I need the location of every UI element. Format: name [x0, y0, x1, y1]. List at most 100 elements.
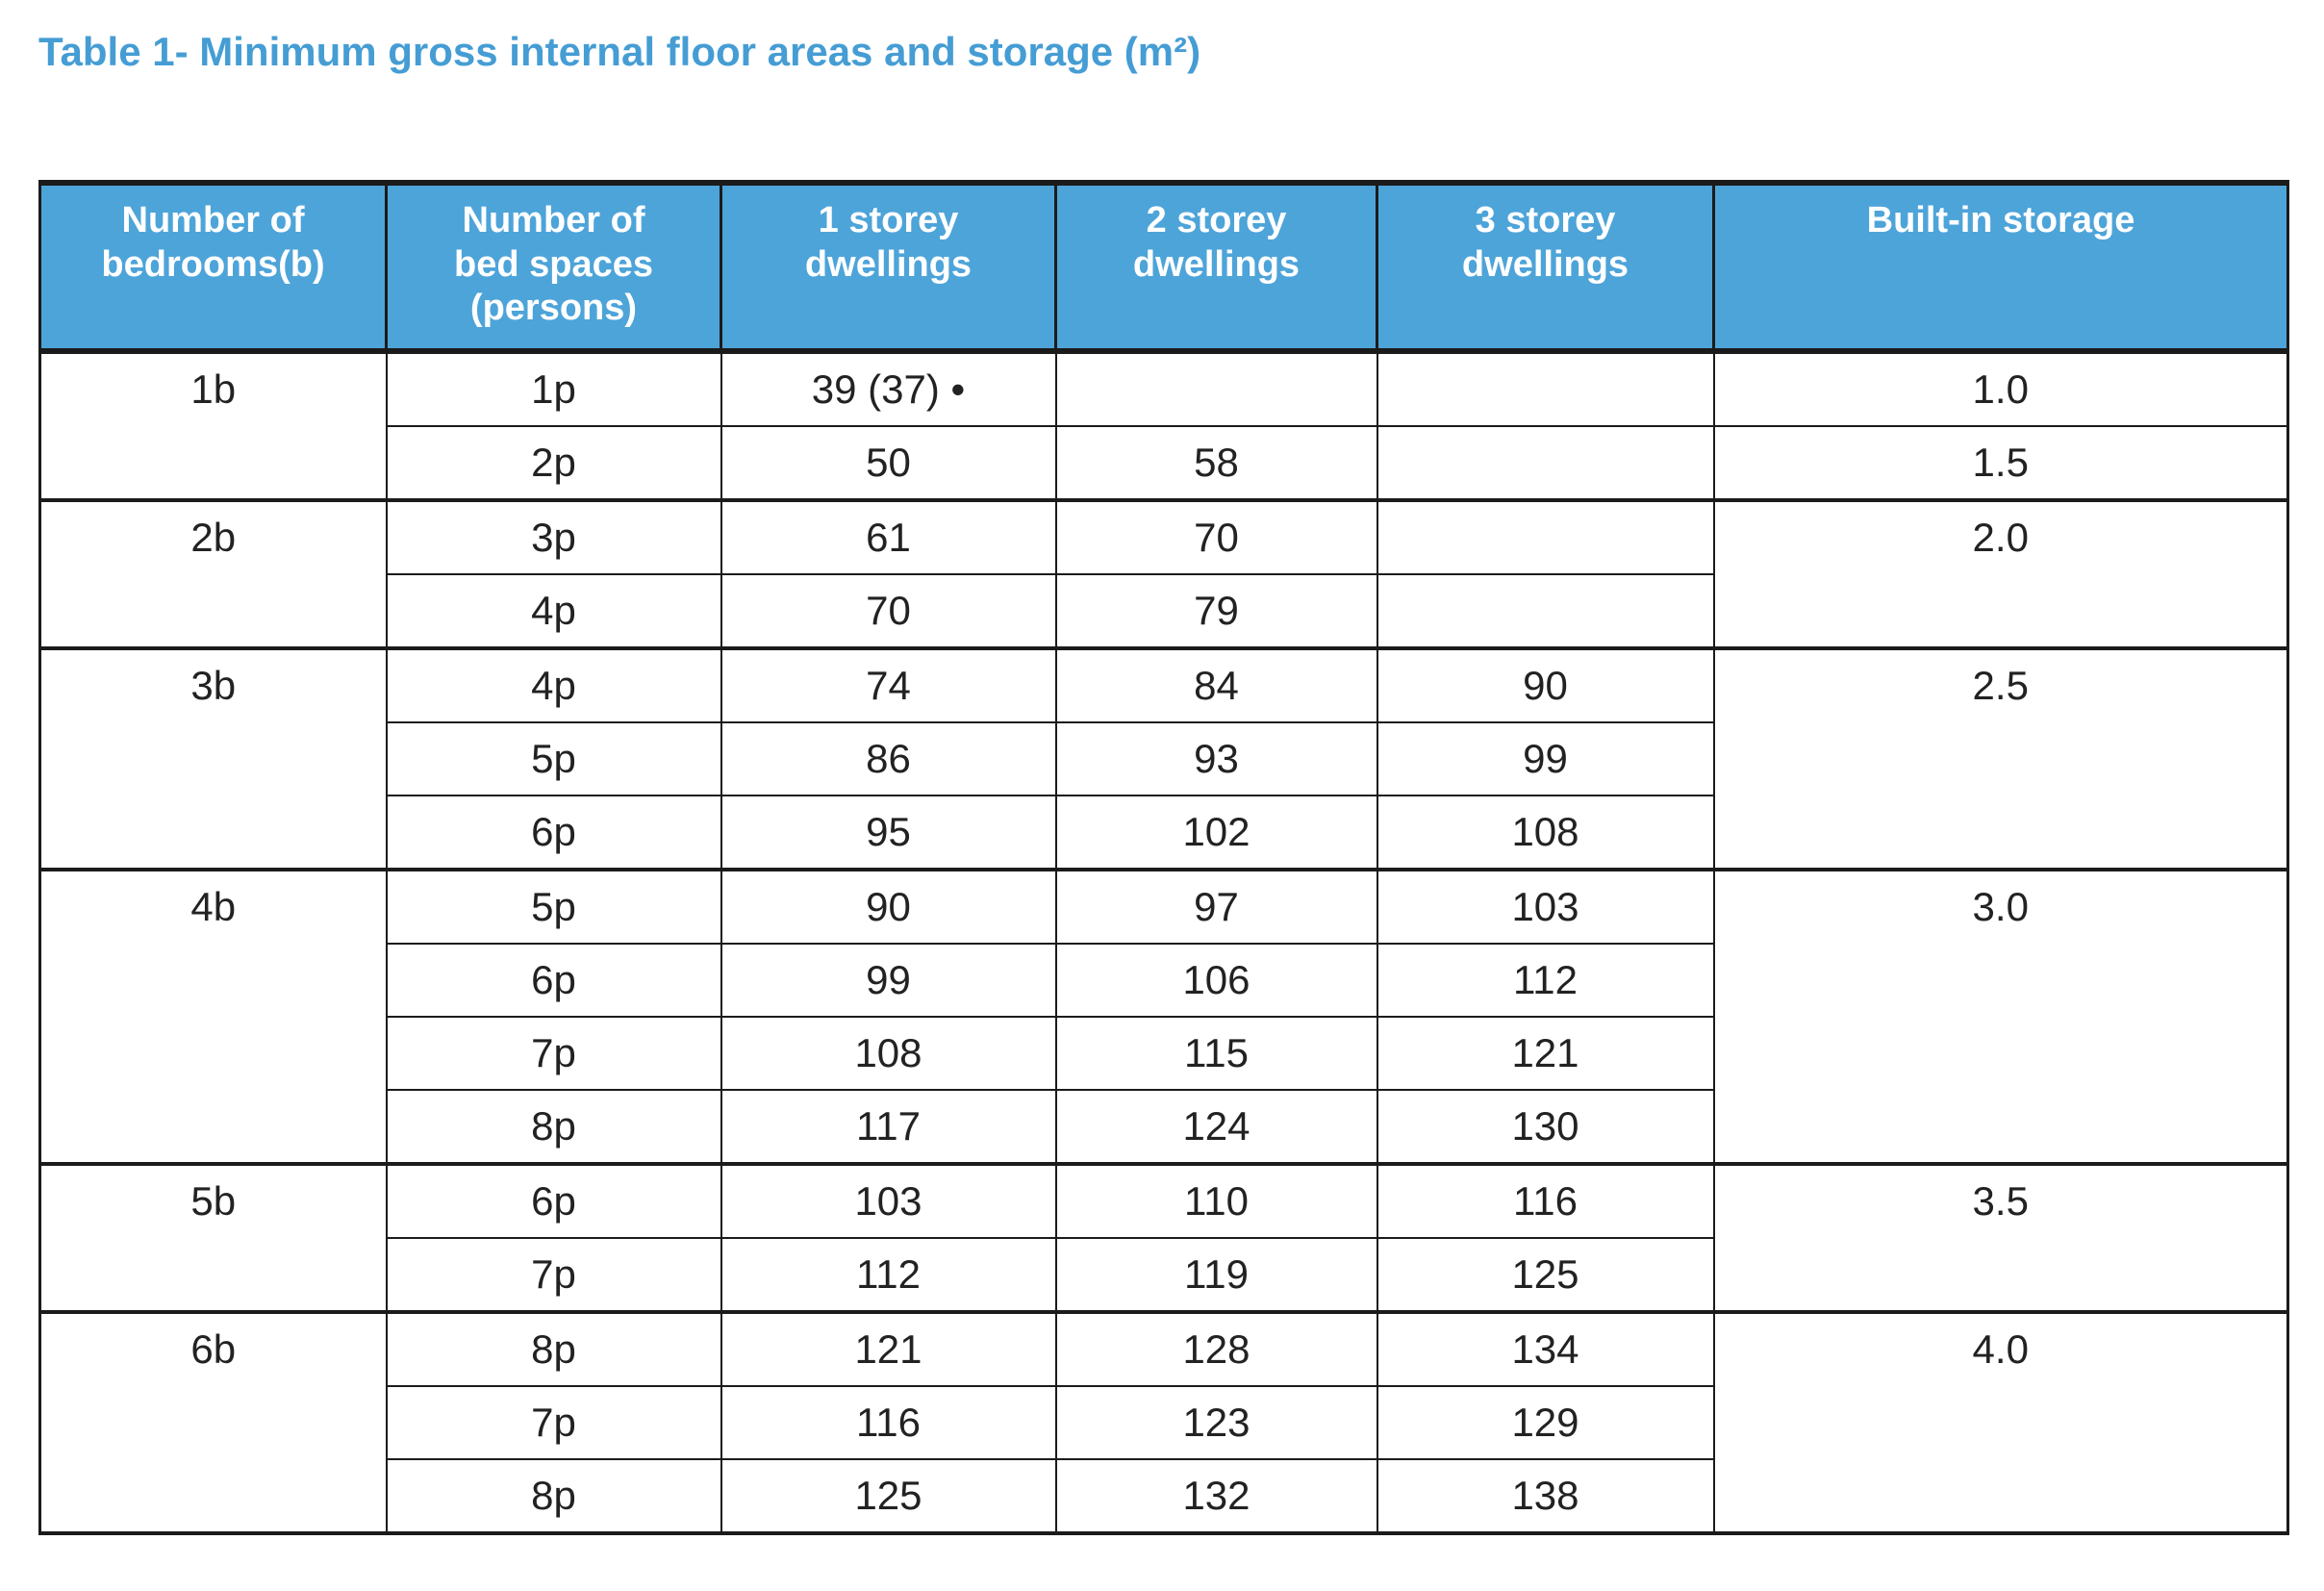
- cell-2-storey: 58: [1054, 425, 1378, 501]
- cell-3-storey: 121: [1376, 1016, 1715, 1091]
- cell-bed-spaces: 5p: [385, 868, 722, 945]
- cell-2-storey: 79: [1054, 573, 1378, 649]
- cell-2-storey: 97: [1054, 868, 1378, 945]
- table-title: Table 1- Minimum gross internal floor ar…: [38, 29, 1201, 74]
- cell-bed-spaces: 4p: [385, 573, 722, 649]
- cell-2-storey: [1054, 350, 1378, 427]
- cell-storage: 1.5: [1712, 425, 2289, 501]
- cell-bed-spaces: 5p: [385, 721, 722, 796]
- cell-1-storey: 95: [720, 795, 1057, 871]
- table-row: 6p 99 106 112: [40, 943, 2288, 1018]
- cell-2-storey: 128: [1054, 1310, 1378, 1387]
- table-row: 3b 4p 74 84 90 2.5: [38, 646, 2289, 871]
- cell-1-storey: 112: [720, 1237, 1057, 1313]
- cell-1-storey: 117: [720, 1089, 1057, 1165]
- cell-3-storey: 108: [1376, 795, 1715, 871]
- table-row: 8p 125 132 138: [40, 1458, 2288, 1534]
- table-row: 6b 8p 121 128 134 4.0: [38, 1310, 2289, 1534]
- cell-bed-spaces: 7p: [385, 1385, 722, 1460]
- cell-3-storey: [1376, 498, 1715, 575]
- cell-bedrooms: 1b: [38, 350, 388, 501]
- cell-2-storey: 84: [1054, 646, 1378, 723]
- cell-2-storey: 102: [1054, 795, 1378, 871]
- cell-1-storey: 61: [720, 498, 1057, 575]
- header-3-storey-dwellings: 3 storey dwellings: [1376, 180, 1715, 354]
- table-row: 5p 86 93 99: [40, 721, 2288, 796]
- cell-3-storey: [1376, 573, 1715, 649]
- cell-storage: 3.5: [1712, 1162, 2289, 1313]
- cell-storage: 2.5: [1712, 646, 2289, 871]
- cell-2-storey: 106: [1054, 943, 1378, 1018]
- cell-3-storey: 116: [1376, 1162, 1715, 1239]
- cell-2-storey: 132: [1054, 1458, 1378, 1534]
- cell-storage: 4.0: [1712, 1310, 2289, 1534]
- header-row: Number of bedrooms(b) Number of bed spac…: [38, 180, 2289, 354]
- cell-1-storey: 86: [720, 721, 1057, 796]
- cell-bedrooms: 5b: [38, 1162, 388, 1313]
- header-1-storey-dwellings: 1 storey dwellings: [720, 180, 1057, 354]
- cell-1-storey: 74: [720, 646, 1057, 723]
- cell-1-storey: 116: [720, 1385, 1057, 1460]
- table-row: 1b 1p 39 (37) • 1.0: [38, 350, 2289, 501]
- cell-3-storey: 130: [1376, 1089, 1715, 1165]
- cell-bed-spaces: 4p: [385, 646, 722, 723]
- table-row: 6p 95 102 108: [40, 795, 2288, 871]
- cell-bed-spaces: 8p: [385, 1458, 722, 1534]
- cell-3-storey: 90: [1376, 646, 1715, 723]
- cell-2-storey: 93: [1054, 721, 1378, 796]
- table-row: 8p 117 124 130: [40, 1089, 2288, 1165]
- cell-3-storey: 112: [1376, 943, 1715, 1018]
- cell-bedrooms: 3b: [38, 646, 388, 871]
- cell-bedrooms: 6b: [38, 1310, 388, 1534]
- table-row: 4p 70 79: [40, 573, 2288, 649]
- cell-bed-spaces: 1p: [385, 350, 722, 427]
- cell-1-storey: 103: [720, 1162, 1057, 1239]
- cell-3-storey: 134: [1376, 1310, 1715, 1387]
- cell-1-storey: 70: [720, 573, 1057, 649]
- cell-3-storey: 99: [1376, 721, 1715, 796]
- cell-3-storey: 103: [1376, 868, 1715, 945]
- table-row: 7p 116 123 129: [40, 1385, 2288, 1460]
- cell-1-storey: 39 (37) •: [720, 350, 1057, 427]
- cell-1-storey: 50: [720, 425, 1057, 501]
- cell-bed-spaces: 6p: [385, 1162, 722, 1239]
- header-2-storey-dwellings: 2 storey dwellings: [1054, 180, 1378, 354]
- cell-storage: 3.0: [1712, 868, 2289, 1165]
- cell-bedrooms: 2b: [38, 498, 388, 649]
- table-row: 2p 50 58 1.5: [40, 425, 2289, 501]
- table-row: 7p 112 119 125: [40, 1237, 2288, 1313]
- cell-3-storey: 138: [1376, 1458, 1715, 1534]
- header-bed-spaces: Number of bed spaces (persons): [385, 180, 722, 354]
- cell-bed-spaces: 8p: [385, 1089, 722, 1165]
- cell-2-storey: 110: [1054, 1162, 1378, 1239]
- table-row: 7p 108 115 121: [40, 1016, 2288, 1091]
- table-row: 5b 6p 103 110 116 3.5: [38, 1162, 2289, 1313]
- cell-1-storey: 108: [720, 1016, 1057, 1091]
- cell-bed-spaces: 6p: [385, 795, 722, 871]
- cell-bed-spaces: 7p: [385, 1016, 722, 1091]
- cell-storage: 2.0: [1712, 498, 2289, 649]
- cell-2-storey: 119: [1054, 1237, 1378, 1313]
- cell-bed-spaces: 8p: [385, 1310, 722, 1387]
- cell-2-storey: 124: [1054, 1089, 1378, 1165]
- table-row: 4b 5p 90 97 103 3.0: [38, 868, 2289, 1165]
- header-built-in-storage: Built-in storage: [1712, 180, 2289, 354]
- cell-bedrooms: 4b: [38, 868, 388, 1165]
- cell-3-storey: 129: [1376, 1385, 1715, 1460]
- cell-2-storey: 123: [1054, 1385, 1378, 1460]
- cell-bed-spaces: 6p: [385, 943, 722, 1018]
- cell-3-storey: [1376, 425, 1715, 501]
- cell-3-storey: 125: [1376, 1237, 1715, 1313]
- cell-1-storey: 90: [720, 868, 1057, 945]
- cell-2-storey: 115: [1054, 1016, 1378, 1091]
- cell-2-storey: 70: [1054, 498, 1378, 575]
- cell-1-storey: 125: [720, 1458, 1057, 1534]
- cell-bed-spaces: 3p: [385, 498, 722, 575]
- cell-3-storey: [1376, 350, 1715, 427]
- header-bedrooms: Number of bedrooms(b): [38, 180, 388, 354]
- cell-1-storey: 99: [720, 943, 1057, 1018]
- cell-bed-spaces: 7p: [385, 1237, 722, 1313]
- table-row: 2b 3p 61 70 2.0: [38, 498, 2289, 649]
- cell-storage: 1.0: [1712, 350, 2289, 427]
